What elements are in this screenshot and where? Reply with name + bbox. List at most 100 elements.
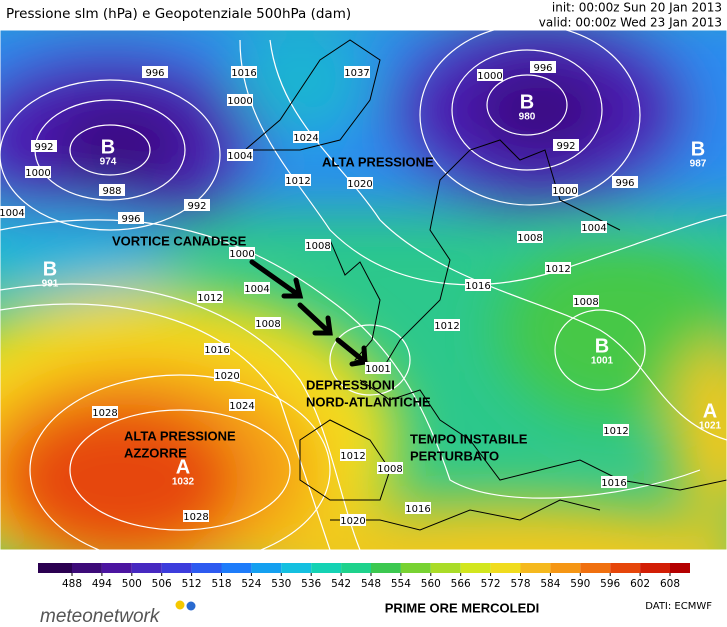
isobar-label: 1028 <box>92 408 117 419</box>
colorbar: 488 494 500 506 512 518 524 530 536 542 548 554 560 5… <box>38 563 690 590</box>
isobar-label-box <box>573 295 599 307</box>
center-letter: B <box>520 91 534 113</box>
isobar-label: 1000 <box>229 249 254 260</box>
isobar-label-box <box>31 140 57 152</box>
isobar-label: 1020 <box>347 179 372 190</box>
annotation: DEPRESSIONI <box>306 377 395 392</box>
colorbar-swatch <box>161 563 192 573</box>
colorbar-swatch <box>640 563 670 573</box>
isobar-label: 1004 <box>227 151 252 162</box>
isobar-label-box <box>603 424 629 436</box>
isobar-label: 1004 <box>581 223 606 234</box>
colorbar-swatch <box>221 563 252 573</box>
isobar-label: 996 <box>615 178 634 189</box>
isobar-label-box <box>118 212 144 224</box>
coastlines <box>243 39 727 531</box>
colorbar-swatch <box>311 563 342 573</box>
isobar-label: 1012 <box>197 293 222 304</box>
isobar-label: 1016 <box>231 68 256 79</box>
isobar-label-box <box>229 247 255 259</box>
colorbar-swatch <box>490 563 521 573</box>
isobar-label: 988 <box>102 186 121 197</box>
isobar-label: 1001 <box>365 364 390 375</box>
isobar-label-box <box>477 69 503 81</box>
isobar-label: 996 <box>145 68 164 79</box>
annotation: TEMPO INSTABILE <box>410 431 528 446</box>
colorbar-swatch <box>610 563 641 573</box>
annotation: VORTICE CANADESE <box>112 233 247 248</box>
colorbar-swatch <box>580 563 611 573</box>
colorbar-label: 590 <box>570 578 590 590</box>
isobar-label-box <box>231 66 257 78</box>
isobar-label-box <box>305 239 331 251</box>
isobar-label-box <box>293 131 319 143</box>
isobar-label-box <box>344 66 370 78</box>
isobar-label: 1000 <box>477 71 502 82</box>
isobar-label-box <box>183 510 209 522</box>
isobar-label-box <box>340 514 366 526</box>
annotation: NORD-ATLANTICHE <box>306 394 431 409</box>
valid-time: valid: 00:00z Wed 23 Jan 2013 <box>539 16 722 30</box>
isobar-label: 1012 <box>285 176 310 187</box>
isobar-label-box <box>530 61 556 73</box>
colorbar-label: 542 <box>331 578 351 590</box>
colorbar-label: 494 <box>92 578 112 590</box>
annotation: ALTA PRESSIONE <box>124 428 236 443</box>
isobar-label-box <box>285 174 311 186</box>
isobar-label: 1008 <box>255 319 280 330</box>
isobar-label-box <box>197 291 223 303</box>
map-frame <box>0 29 727 551</box>
annotation: AZZORRE <box>124 445 187 460</box>
isobar-label: 1008 <box>573 297 598 308</box>
isobar-label: 1028 <box>183 512 208 523</box>
caption: PRIME ORE MERCOLEDI <box>385 600 540 615</box>
colorbar-label: 566 <box>451 578 471 590</box>
colorbar-label: 608 <box>660 578 680 590</box>
isobar-label-box <box>227 149 253 161</box>
colorbar-label: 596 <box>600 578 620 590</box>
isobar-label: 1008 <box>377 464 402 475</box>
isobar-label: 992 <box>556 141 575 152</box>
isobar-label: 1012 <box>340 451 365 462</box>
colorbar-swatch <box>131 563 162 573</box>
isobar-label-box <box>229 399 255 411</box>
init-time: init: 00:00z Sun 20 Jan 2013 <box>552 1 722 15</box>
center-value: 974 <box>100 157 117 168</box>
annotation: ALTA PRESSIONE <box>322 154 434 169</box>
center-value: 1021 <box>699 421 722 432</box>
colorbar-label: 578 <box>510 578 530 590</box>
center-letter: A <box>703 400 717 422</box>
center-value: 980 <box>519 112 536 123</box>
isobar-label: 1020 <box>340 516 365 527</box>
isobar-label: 992 <box>187 201 206 212</box>
colorbar-swatch <box>371 563 401 573</box>
center-value: 1032 <box>172 477 195 488</box>
colorbar-label: 518 <box>211 578 231 590</box>
center-value: 1001 <box>591 356 614 367</box>
colorbar-label: 554 <box>391 578 411 590</box>
colorbar-swatch <box>341 563 371 573</box>
isobar-label: 1004 <box>244 284 269 295</box>
title: Pressione slm (hPa) e Geopotenziale 500h… <box>6 6 351 22</box>
isobar-label: 1024 <box>293 133 318 144</box>
isobar-label-box <box>377 462 403 474</box>
isobar-label-box <box>25 166 51 178</box>
isobar-label: 992 <box>34 142 53 153</box>
isobar-label-box <box>601 476 627 488</box>
isobar-label-box <box>227 94 253 106</box>
isobar-label: 1004 <box>0 208 25 219</box>
isobar-label-box <box>340 449 366 461</box>
colorbar-swatch <box>550 563 581 573</box>
colorbar-swatch <box>191 563 222 573</box>
colorbar-swatch <box>400 563 431 573</box>
center-letter: B <box>101 136 115 158</box>
isobar-label: 1016 <box>601 478 626 489</box>
isobar-label-box <box>0 206 25 218</box>
center-letter: A <box>176 456 190 478</box>
center-letter: B <box>691 138 705 160</box>
isobar-label-box <box>434 319 460 331</box>
colorbar-label: 524 <box>241 578 261 590</box>
isobar-label-box <box>184 199 210 211</box>
